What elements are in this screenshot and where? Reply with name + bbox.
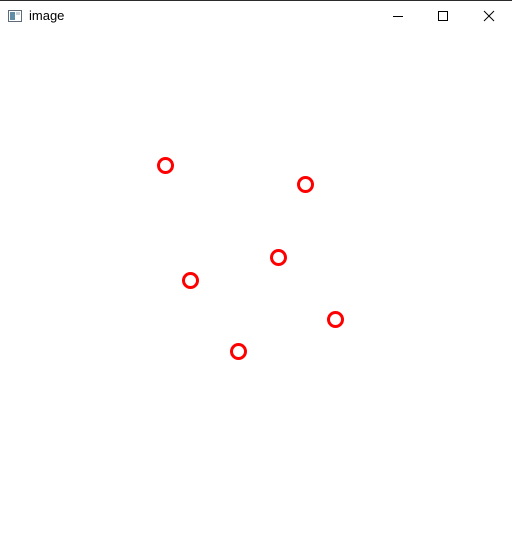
minimize-button[interactable] — [375, 1, 421, 31]
window-title: image — [29, 8, 65, 23]
image-canvas — [0, 31, 512, 544]
close-button[interactable] — [466, 1, 512, 31]
red-ring-marker — [157, 157, 174, 174]
red-ring-marker — [230, 343, 247, 360]
maximize-icon — [438, 11, 448, 21]
maximize-button[interactable] — [420, 1, 466, 31]
red-ring-marker — [182, 272, 199, 289]
red-ring-marker — [270, 249, 287, 266]
red-ring-marker — [297, 176, 314, 193]
title-bar[interactable]: image — [0, 1, 512, 31]
minimize-icon — [393, 16, 403, 17]
close-icon — [483, 10, 495, 22]
image-window-icon — [8, 9, 22, 22]
red-ring-marker — [327, 311, 344, 328]
